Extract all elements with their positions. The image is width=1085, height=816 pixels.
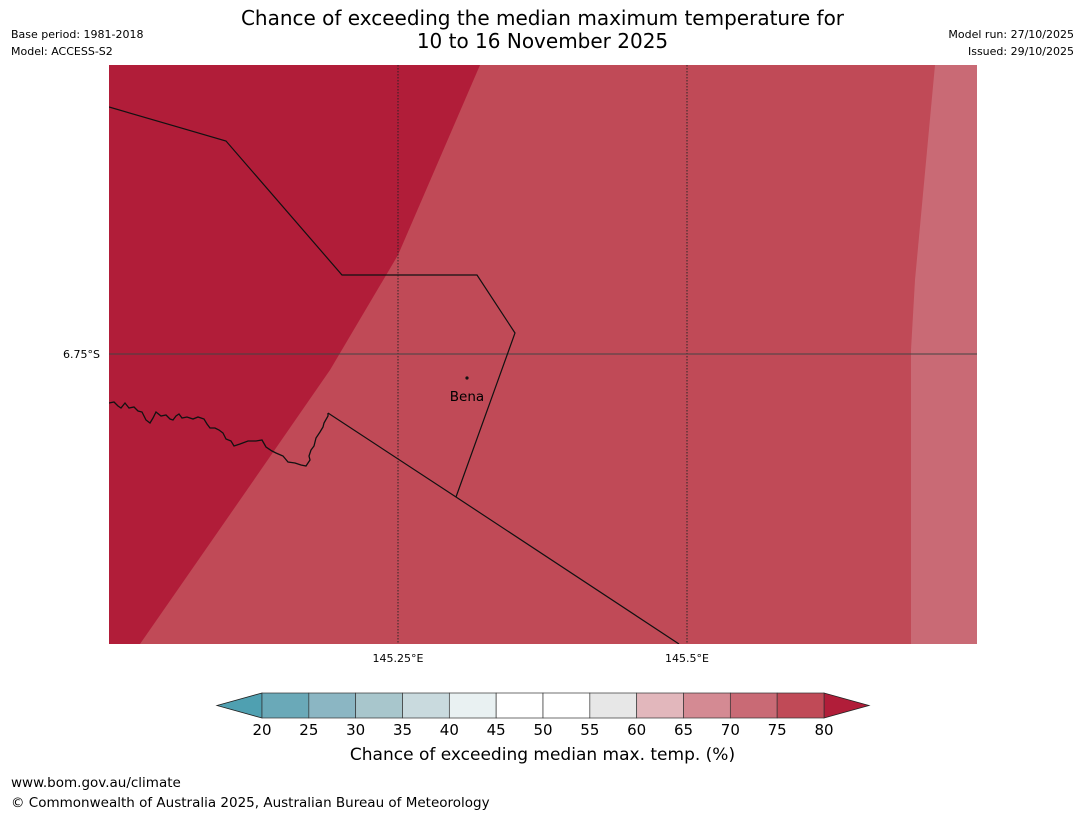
colorbar-tick-label: 60 bbox=[627, 721, 646, 739]
model-text: Model: ACCESS-S2 bbox=[11, 45, 113, 58]
map-title: Chance of exceeding the median maximum t… bbox=[0, 7, 1085, 53]
footer-copyright: © Commonwealth of Australia 2025, Austra… bbox=[11, 795, 490, 811]
colorbar-ticks: 20 25 30 35 40 45 50 55 60 65 70 75 80 bbox=[252, 721, 833, 739]
colorbar-cell bbox=[776, 692, 825, 719]
colorbar-tick-label: 45 bbox=[487, 721, 506, 739]
title-line-2: 10 to 16 November 2025 bbox=[416, 29, 669, 53]
colorbar-cells bbox=[215, 692, 871, 719]
lat-label: 6.75°S bbox=[63, 348, 100, 361]
colorbar-cell bbox=[636, 692, 684, 719]
lon-label-1: 145.25°E bbox=[373, 652, 424, 665]
zone-70 bbox=[911, 65, 977, 644]
colorbar-cell bbox=[729, 692, 778, 719]
colorbar-cell bbox=[448, 692, 497, 719]
colorbar-cell bbox=[402, 692, 450, 719]
base-period-text: Base period: 1981-2018 bbox=[11, 28, 144, 41]
bena-location-marker bbox=[465, 376, 469, 380]
colorbar-tick-label: 40 bbox=[440, 721, 459, 739]
colorbar-tick-label: 30 bbox=[346, 721, 365, 739]
colorbar-tick-label: 35 bbox=[393, 721, 412, 739]
forecast-map: 6.75°S 145.25°E 145.5°E Bena bbox=[63, 65, 977, 665]
colorbar-cell bbox=[589, 692, 638, 719]
colorbar-cell bbox=[261, 692, 310, 719]
colorbar-cell bbox=[308, 692, 357, 719]
colorbar-under-arrow bbox=[215, 692, 263, 719]
header-left-info: Base period: 1981-2018 Model: ACCESS-S2 bbox=[11, 26, 143, 60]
colorbar-cell bbox=[355, 692, 403, 719]
lon-label-2: 145.5°E bbox=[665, 652, 709, 665]
colorbar-tick-label: 75 bbox=[768, 721, 787, 739]
colorbar-tick-label: 25 bbox=[299, 721, 318, 739]
colorbar-tick-label: 55 bbox=[580, 721, 599, 739]
model-run-text: Model run: 27/10/2025 bbox=[948, 28, 1074, 41]
river-line bbox=[109, 401, 329, 467]
boundary-line-south bbox=[327, 412, 680, 644]
colorbar-cell bbox=[495, 692, 544, 719]
header-right-info: Model run: 27/10/2025 Issued: 29/10/2025 bbox=[948, 26, 1074, 60]
colorbar-tick-label: 50 bbox=[533, 721, 552, 739]
zone-80 bbox=[109, 65, 480, 644]
boundary-line-north bbox=[109, 106, 516, 498]
colorbar-tick-label: 20 bbox=[252, 721, 271, 739]
colorbar-tick-label: 65 bbox=[674, 721, 693, 739]
colorbar-label: Chance of exceeding median max. temp. (%… bbox=[349, 745, 736, 765]
colorbar: 20 25 30 35 40 45 50 55 60 65 70 75 80 bbox=[215, 692, 871, 739]
colorbar-cell bbox=[683, 692, 731, 719]
title-line-1: Chance of exceeding the median maximum t… bbox=[240, 6, 845, 30]
footer-url: www.bom.gov.au/climate bbox=[11, 775, 181, 791]
place-label-bena: Bena bbox=[450, 389, 484, 405]
colorbar-cell bbox=[542, 692, 591, 719]
colorbar-tick-label: 70 bbox=[721, 721, 740, 739]
colorbar-over-arrow bbox=[823, 692, 871, 719]
colorbar-tick-label: 80 bbox=[814, 721, 833, 739]
issued-text: Issued: 29/10/2025 bbox=[967, 45, 1074, 58]
